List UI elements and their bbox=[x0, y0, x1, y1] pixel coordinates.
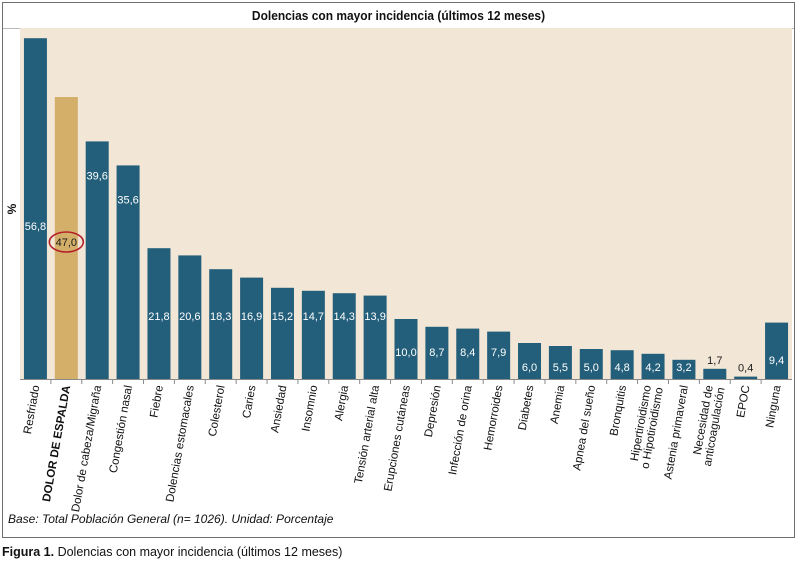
category-label-18: Apnea del sueño bbox=[571, 384, 598, 471]
category-label-9: Insomnio bbox=[300, 384, 320, 432]
bar-8 bbox=[270, 287, 294, 379]
value-label-3: 35,6 bbox=[117, 194, 138, 206]
category-label-4: Fiebre bbox=[148, 384, 165, 418]
bar-0 bbox=[23, 38, 47, 379]
category-label-14: Infección de orina bbox=[447, 384, 475, 476]
value-label-4: 21,8 bbox=[148, 311, 169, 323]
category-label-2: Dolor de cabeza/Migraña bbox=[70, 384, 104, 513]
bar-11 bbox=[363, 295, 387, 379]
category-label-6: Colesterol bbox=[207, 384, 228, 437]
value-label-19: 4,8 bbox=[615, 362, 630, 374]
bar-17 bbox=[548, 346, 572, 379]
bar-21 bbox=[672, 359, 696, 379]
bar-22 bbox=[703, 368, 727, 379]
value-label-5: 20,6 bbox=[179, 311, 200, 323]
category-label-10: Alergia bbox=[333, 384, 351, 422]
value-label-6: 18,3 bbox=[210, 311, 231, 323]
bar-24 bbox=[765, 322, 789, 379]
value-label-7: 16,9 bbox=[241, 311, 262, 323]
value-label-20: 4,2 bbox=[645, 362, 660, 374]
value-label-24: 9,4 bbox=[769, 355, 784, 367]
bar-16 bbox=[518, 343, 542, 379]
bar-20 bbox=[641, 353, 665, 379]
category-label-21: Astenia primaveral bbox=[663, 384, 691, 480]
value-label-9: 14,7 bbox=[303, 311, 324, 323]
category-label-7: Caries bbox=[241, 384, 259, 419]
bar-13 bbox=[425, 326, 449, 379]
value-label-10: 14,3 bbox=[334, 311, 355, 323]
highlight-ellipse bbox=[48, 231, 85, 253]
category-label-20: Hipertiroidismoo Hipotiroidismo bbox=[628, 384, 666, 469]
figure-caption-text: Dolencias con mayor incidencia (últimos … bbox=[57, 545, 343, 559]
category-label-13: Depresión bbox=[423, 384, 444, 438]
y-axis-label: % bbox=[5, 203, 19, 214]
bar-14 bbox=[456, 328, 480, 379]
value-label-12: 10,0 bbox=[395, 347, 416, 359]
category-label-19: Bronquitis bbox=[608, 384, 629, 437]
bar-12 bbox=[394, 319, 418, 379]
category-label-1: DOLOR DE ESPALDA bbox=[41, 384, 73, 502]
value-label-8: 15,2 bbox=[272, 311, 293, 323]
category-label-23: EPOC bbox=[735, 384, 752, 418]
bar-1 bbox=[54, 97, 78, 379]
category-label-17: Anemia bbox=[549, 384, 568, 425]
value-label-16: 6,0 bbox=[522, 362, 537, 374]
bar-6 bbox=[209, 269, 233, 379]
bar-19 bbox=[610, 350, 634, 379]
chart-title: Dolencias con mayor incidencia (últimos … bbox=[251, 8, 546, 23]
category-label-5: Dolencias estomacales bbox=[164, 384, 196, 503]
bar-18 bbox=[579, 349, 603, 379]
value-label-14: 8,4 bbox=[460, 347, 475, 359]
category-label-22: Necesidad deanticoagulación bbox=[690, 384, 728, 467]
category-label-16: Diabetes bbox=[517, 384, 537, 431]
bar-2 bbox=[85, 141, 109, 379]
bar-10 bbox=[332, 293, 356, 379]
bar-3 bbox=[116, 165, 140, 379]
value-label-21: 3,2 bbox=[676, 362, 691, 374]
category-label-12: Erupciones cutáneas bbox=[382, 384, 413, 492]
footnote: Base: Total Población General (n= 1026).… bbox=[8, 512, 334, 526]
figure-caption: Figura 1. Dolencias con mayor incidencia… bbox=[2, 545, 342, 559]
value-label-18: 5,0 bbox=[584, 362, 599, 374]
value-label-23: 0,4 bbox=[738, 363, 753, 375]
value-label-0: 56,8 bbox=[25, 221, 46, 233]
category-label-3: Congestión nasal bbox=[108, 384, 135, 474]
bar-9 bbox=[301, 290, 325, 379]
category-label-15: Hemorroides bbox=[482, 384, 505, 451]
bar-5 bbox=[178, 255, 202, 379]
bar-7 bbox=[240, 277, 264, 379]
bar-4 bbox=[147, 248, 171, 379]
value-label-17: 5,5 bbox=[553, 362, 568, 374]
bar-23 bbox=[734, 376, 758, 379]
value-label-22: 1,7 bbox=[707, 355, 722, 367]
value-label-15: 7,9 bbox=[491, 347, 506, 359]
value-label-2: 39,6 bbox=[86, 170, 107, 182]
value-label-11: 13,9 bbox=[364, 311, 385, 323]
category-label-8: Ansiedad bbox=[269, 384, 289, 433]
title-band: Dolencias con mayor incidencia (últimos … bbox=[3, 3, 794, 29]
category-label-11: Tensión arterial alta bbox=[353, 384, 382, 485]
value-label-1: 47,0 bbox=[56, 237, 77, 249]
category-label-24: Ninguna bbox=[764, 384, 783, 429]
category-label-0: Resfriado bbox=[22, 384, 42, 435]
bar-chart: % 56,8 47,0 39,6 35,6 21,8 20,6 18,3 16,9 15,2 14,… bbox=[5, 28, 792, 513]
value-label-13: 8,7 bbox=[429, 347, 444, 359]
bar-15 bbox=[487, 331, 511, 379]
figure-label: Figura 1. bbox=[2, 545, 55, 559]
